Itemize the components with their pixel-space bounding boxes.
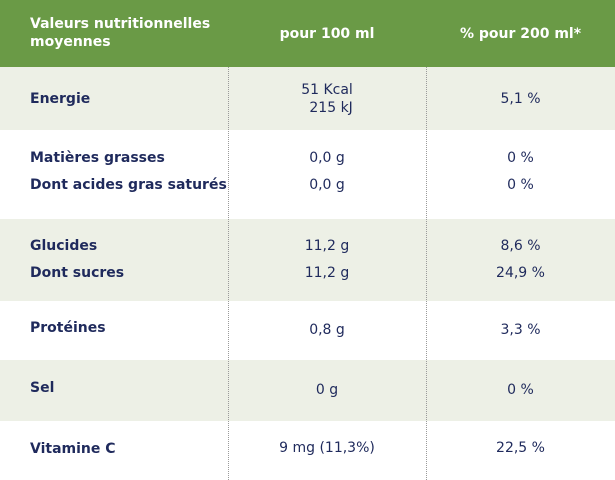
table-header: Valeurs nutritionnelles moyennes pour 10…: [0, 0, 615, 67]
value-energie-kj: 215 kJ: [309, 100, 353, 116]
value-glucides-200ml: 8,6 %: [500, 238, 541, 254]
row-sel: Sel 0 g 0 %: [0, 360, 615, 421]
row-proteines: Protéines 0,8 g 3,3 %: [0, 301, 615, 360]
row-energie: Energie 51 Kcal 215 kJ 5,1 %: [0, 67, 615, 130]
value-matieres-grasses-100ml: 0,0 g: [309, 150, 345, 166]
header-per-100ml: pour 100 ml: [279, 25, 375, 42]
value-glucides-100ml: 11,2 g: [304, 238, 350, 254]
value-sel-100ml: 0 g: [315, 382, 339, 398]
label-matieres-grasses: Matières grasses: [30, 150, 165, 166]
value-energie-100ml: 51 Kcal 215 kJ: [228, 81, 426, 117]
label-energie: Energie: [30, 91, 91, 107]
row-matieres-grasses: Matières grasses 0,0 g 0 % Dont acides g…: [0, 130, 615, 219]
value-energie-200ml: 5,1 %: [500, 91, 541, 107]
value-acides-gras-satures-200ml: 0 %: [507, 177, 534, 193]
value-dont-sucres-200ml: 24,9 %: [496, 265, 545, 281]
label-proteines: Protéines: [30, 320, 106, 336]
column-divider: [228, 67, 229, 480]
label-acides-gras-satures: Dont acides gras saturés: [30, 177, 227, 193]
label-dont-sucres: Dont sucres: [30, 265, 125, 281]
value-matieres-grasses-200ml: 0 %: [507, 150, 534, 166]
value-acides-gras-satures-100ml: 0,0 g: [309, 177, 345, 193]
row-glucides: Glucides 11,2 g 8,6 % Dont sucres 11,2 g…: [0, 219, 615, 301]
value-proteines-200ml: 3,3 %: [500, 322, 541, 338]
value-dont-sucres-100ml: 11,2 g: [304, 265, 350, 281]
value-vitamine-c-200ml: 22,5 %: [496, 440, 545, 456]
header-nutrition-values: Valeurs nutritionnelles moyennes: [30, 16, 211, 50]
label-vitamine-c: Vitamine C: [30, 441, 116, 457]
row-vitamine-c: Vitamine C 9 mg (11,3%) 22,5 %: [0, 421, 615, 480]
label-sel: Sel: [30, 380, 55, 396]
header-per-200ml: % pour 200 ml*: [459, 25, 582, 42]
value-proteines-100ml: 0,8 g: [309, 322, 345, 338]
value-vitamine-c-100ml: 9 mg (11,3%): [279, 440, 375, 456]
label-glucides: Glucides: [30, 238, 98, 254]
column-divider: [426, 67, 427, 480]
value-energie-kcal: 51 Kcal: [301, 82, 353, 98]
value-sel-200ml: 0 %: [507, 382, 534, 398]
